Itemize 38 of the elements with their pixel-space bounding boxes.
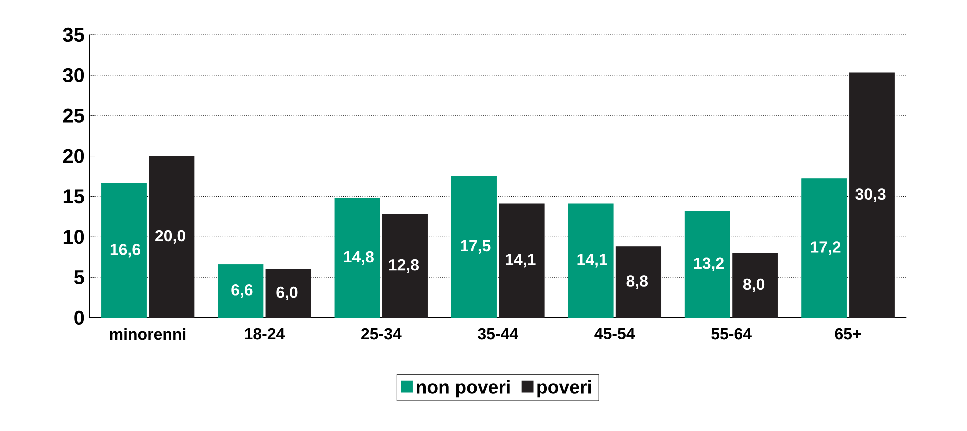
data-label: 20,0 bbox=[156, 230, 186, 244]
data-label: 17,2 bbox=[811, 242, 841, 256]
y-tick-label: 20 bbox=[63, 149, 84, 164]
y-tick-label: 25 bbox=[63, 108, 84, 123]
data-label: 14,1 bbox=[578, 254, 608, 268]
bar bbox=[849, 72, 895, 318]
x-tick-label: 45-54 bbox=[594, 328, 636, 340]
data-label: 6,6 bbox=[232, 284, 253, 298]
data-label: 14,1 bbox=[506, 254, 536, 268]
y-tick-label: 5 bbox=[74, 270, 84, 285]
bar bbox=[616, 246, 662, 318]
bar bbox=[382, 214, 428, 318]
x-tick-label: 18-24 bbox=[245, 328, 286, 340]
y-tick-label: 30 bbox=[63, 68, 84, 83]
data-label: 30,3 bbox=[856, 188, 886, 202]
y-tick-label: 15 bbox=[64, 190, 84, 204]
y-tick-label: 10 bbox=[64, 230, 84, 244]
data-label: 13,2 bbox=[694, 258, 724, 272]
x-tick-label: 35-44 bbox=[478, 328, 519, 340]
data-label: 16,6 bbox=[110, 244, 140, 258]
data-label: 8,0 bbox=[743, 278, 765, 292]
y-tick-label: 35 bbox=[63, 28, 84, 42]
data-label: 12,8 bbox=[389, 259, 420, 274]
x-tick-label: 55-64 bbox=[712, 328, 752, 340]
data-label: 17,5 bbox=[461, 240, 491, 254]
legend-label: poveri bbox=[538, 380, 592, 398]
bar bbox=[499, 204, 545, 318]
data-label: 8,8 bbox=[626, 276, 648, 290]
x-tick-label: 25-34 bbox=[362, 328, 402, 340]
y-tick-label: 0 bbox=[74, 310, 84, 326]
bar bbox=[732, 253, 778, 318]
x-tick-label: minorenni bbox=[110, 328, 186, 340]
data-label: 6,0 bbox=[276, 286, 298, 301]
data-label: 14,8 bbox=[344, 251, 374, 265]
bar bbox=[149, 156, 195, 318]
legend-label: non poveri bbox=[417, 380, 510, 398]
x-tick-label: 65+ bbox=[835, 328, 862, 340]
bar bbox=[266, 269, 312, 318]
